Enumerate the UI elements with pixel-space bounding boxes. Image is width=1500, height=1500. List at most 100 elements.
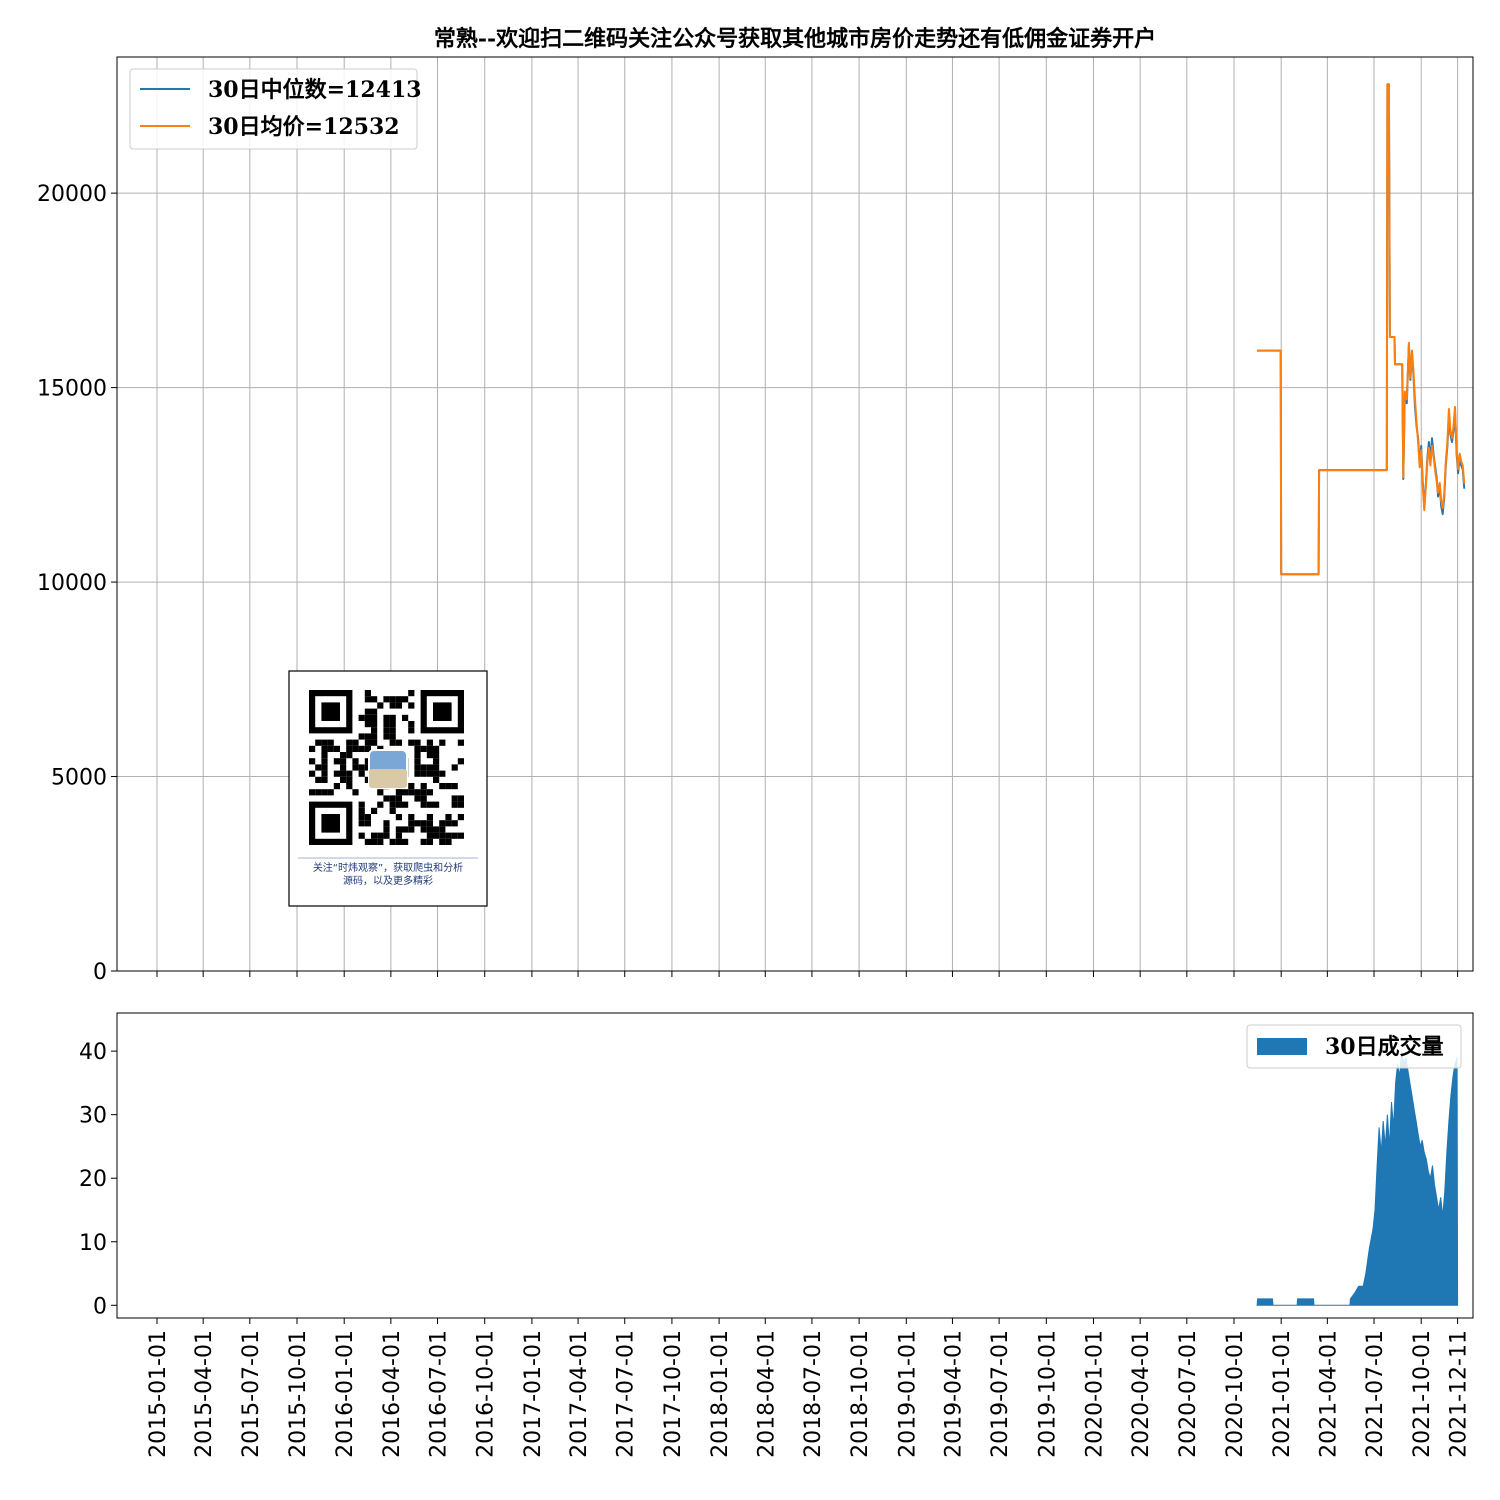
qr-module — [433, 770, 440, 777]
qr-module — [408, 820, 415, 827]
qr-module — [389, 739, 396, 746]
qr-module — [426, 814, 433, 821]
qr-module — [395, 826, 402, 833]
bottom-x-tick-label: 2018-01-01 — [708, 1330, 733, 1458]
bottom-x-tick-label: 2015-04-01 — [192, 1330, 217, 1458]
qr-module — [439, 739, 446, 746]
qr-module — [408, 690, 415, 697]
qr-module — [340, 770, 347, 777]
bottom-x-tick-label: 2019-01-01 — [895, 1330, 920, 1458]
qr-module — [377, 838, 384, 845]
qr-module — [340, 752, 347, 759]
qr-module — [333, 745, 340, 752]
qr-module — [420, 783, 427, 790]
qr-module — [420, 795, 427, 802]
qr-module — [321, 776, 328, 783]
qr-module — [426, 764, 433, 771]
qr-module — [414, 795, 421, 802]
qr-module — [445, 783, 452, 790]
qr-module — [439, 838, 446, 845]
qr-module — [389, 795, 396, 802]
bottom-x-tick-label: 2018-04-01 — [754, 1330, 779, 1458]
qr-module — [451, 783, 458, 790]
qr-module — [451, 801, 458, 808]
qr-module — [364, 758, 371, 765]
bottom-x-tick-label: 2016-04-01 — [380, 1330, 405, 1458]
qr-module — [420, 764, 427, 771]
qr-module — [451, 832, 458, 839]
qr-module — [395, 795, 402, 802]
qr-module — [352, 745, 359, 752]
qr-module — [346, 752, 353, 759]
qr-module — [346, 783, 353, 790]
top-y-axis: 0 5000 10000 15000 20000 — [37, 182, 117, 985]
qr-module — [377, 801, 384, 808]
top-legend: 30日中位数=12413 30日均价=12532 — [129, 68, 422, 150]
qr-module — [389, 702, 396, 709]
qr-module — [389, 838, 396, 845]
qr-module — [383, 820, 390, 827]
bottom-x-tick-label: 2017-04-01 — [567, 1330, 592, 1458]
qr-module — [451, 820, 458, 827]
qr-module — [364, 733, 371, 740]
qr-module — [389, 733, 396, 740]
qr-module — [364, 776, 371, 783]
qr-module — [389, 807, 396, 814]
bottom-x-tick-label: 2021-04-01 — [1316, 1330, 1341, 1458]
qr-module — [315, 789, 322, 796]
qr-module — [383, 733, 390, 740]
qr-module — [315, 764, 322, 771]
qr-module — [426, 801, 433, 808]
qr-module — [433, 758, 440, 765]
qr-module — [364, 764, 371, 771]
qr-module — [395, 696, 402, 703]
bottom-y-tick-label: 40 — [79, 1040, 107, 1065]
qr-module — [327, 789, 334, 796]
qr-module — [439, 832, 446, 839]
qr-module — [426, 739, 433, 746]
qr-module — [352, 758, 359, 765]
qr-module — [408, 783, 415, 790]
qr-module — [321, 745, 328, 752]
bottom-y-tick-label: 20 — [79, 1167, 107, 1192]
qr-module — [420, 826, 427, 833]
qr-module — [395, 789, 402, 796]
qr-module — [457, 758, 464, 765]
qr-module — [420, 801, 427, 808]
qr-module — [352, 739, 359, 746]
qr-module — [358, 807, 365, 814]
qr-module — [414, 764, 421, 771]
qr-module — [358, 814, 365, 821]
qr-module — [414, 789, 421, 796]
qr-module — [321, 739, 328, 746]
qr-module — [414, 752, 421, 759]
qr-module — [358, 832, 365, 839]
qr-module — [439, 783, 446, 790]
bottom-x-tick-label: 2021-01-01 — [1270, 1330, 1295, 1458]
bottom-y-tick-label: 10 — [79, 1231, 107, 1256]
qr-module — [426, 745, 433, 752]
qr-module — [364, 820, 371, 827]
qr-module — [352, 789, 359, 796]
qr-module — [414, 739, 421, 746]
qr-module — [321, 764, 328, 771]
qr-module — [340, 764, 347, 771]
qr-module — [433, 745, 440, 752]
qr-module — [309, 758, 316, 765]
qr-module — [358, 745, 365, 752]
qr-module — [358, 801, 365, 808]
qr-module — [327, 739, 334, 746]
qr-module — [426, 832, 433, 839]
qr-module — [457, 801, 464, 808]
qr-finder-core — [321, 702, 340, 721]
qr-module — [433, 764, 440, 771]
qr-module — [439, 770, 446, 777]
qr-module — [457, 795, 464, 802]
bottom-x-tick-label: 2020-01-01 — [1082, 1330, 1107, 1458]
qr-module — [451, 764, 458, 771]
qr-module — [426, 752, 433, 759]
bottom-legend-box — [1246, 1024, 1462, 1069]
qr-module — [315, 739, 322, 746]
bottom-x-tick-label: 2017-01-01 — [521, 1330, 546, 1458]
qr-module — [408, 814, 415, 821]
